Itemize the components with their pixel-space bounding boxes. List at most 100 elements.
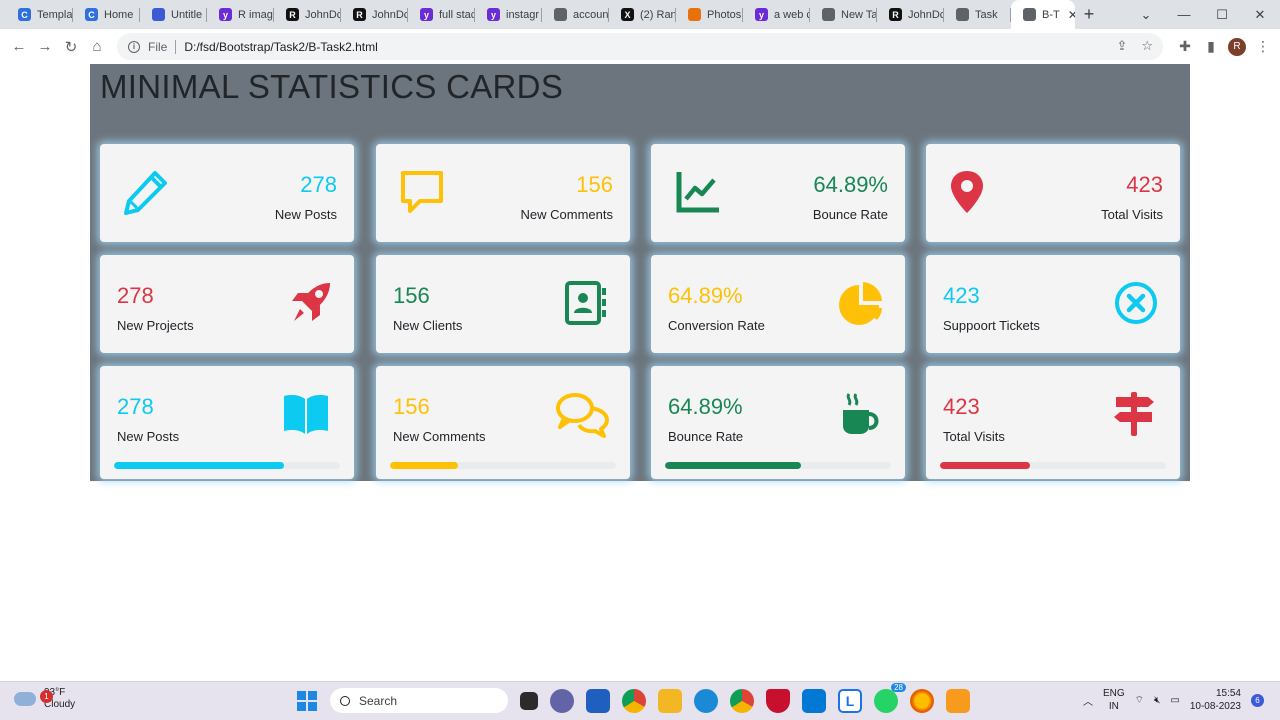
side-panel-icon[interactable]: ▮ <box>1207 38 1215 54</box>
maximize-button[interactable]: ☐ <box>1216 6 1228 22</box>
chevron-up-icon[interactable]: ︿ <box>1083 696 1093 708</box>
tab-item[interactable]: Task <box>944 0 1011 29</box>
stat-label: New Posts <box>274 207 337 222</box>
pencil-icon <box>124 171 167 215</box>
progress-fill <box>940 462 1031 469</box>
volume-muted-icon[interactable]: 🔇︎ <box>1154 694 1161 706</box>
windows-start-icon[interactable] <box>296 690 318 712</box>
stat-value: 278 <box>300 172 337 197</box>
firefox-icon[interactable] <box>910 688 934 713</box>
chrome-profile-icon[interactable] <box>730 688 754 713</box>
close-icon[interactable]: ✕ <box>1067 7 1075 22</box>
share-icon[interactable]: ⇪ <box>1116 38 1128 53</box>
edge-icon[interactable] <box>694 688 718 713</box>
clock-time: 15:54 <box>1215 688 1241 699</box>
stat-card-total-visits-progress: 423 Total Visits <box>926 366 1180 479</box>
clock[interactable]: 15:54 10-08-2023 <box>1190 687 1241 713</box>
tab-separator <box>541 8 542 22</box>
stat-card-new-posts: 278 New Posts <box>100 144 354 242</box>
stat-label: New Posts <box>117 429 180 444</box>
tab-label: B-T <box>1042 8 1060 21</box>
new-tab-button[interactable]: + <box>1083 4 1095 24</box>
back-icon[interactable]: ← <box>11 38 27 55</box>
tab-favicon-icon <box>822 8 835 21</box>
stat-value: 64.89% <box>813 172 888 197</box>
tab-item[interactable]: y full stac <box>408 0 475 29</box>
tab-item[interactable]: New Ta <box>810 0 877 29</box>
tab-item[interactable]: C Templa <box>6 0 73 29</box>
progress-bar <box>940 462 1166 469</box>
notification-badge[interactable]: 6 <box>1251 693 1264 707</box>
minimize-button[interactable]: — <box>1177 7 1191 22</box>
address-bar[interactable]: i File D:/fsd/Bootstrap/Task2/B-Task2.ht… <box>117 33 1163 60</box>
tab-item[interactable]: R JohnDc <box>341 0 408 29</box>
stat-value: 156 <box>576 172 613 197</box>
tab-separator <box>206 8 207 22</box>
taskbar-apps: Search L 28 <box>296 682 970 713</box>
tab-favicon-icon <box>956 8 969 21</box>
tab-item[interactable]: X (2) Ran <box>609 0 676 29</box>
system-tray: ︿ ENG IN ⌔ 🔇︎ ▭ 15:54 10-08-2023 6 <box>1083 687 1264 713</box>
weather-widget[interactable]: 1 93°F Cloudy <box>14 687 75 711</box>
info-icon[interactable]: i <box>128 40 140 53</box>
home-icon[interactable]: ⌂ <box>92 38 102 55</box>
taskbar-search[interactable]: Search <box>330 688 508 713</box>
tab-item[interactable]: R JohnDc <box>274 0 341 29</box>
reload-icon[interactable]: ↻ <box>64 38 78 56</box>
tab-item[interactable]: y instagr <box>475 0 542 29</box>
tab-item[interactable]: Photos <box>676 0 743 29</box>
stat-card-support-tickets: 423 Suppoort Tickets <box>926 255 1180 353</box>
clock-date: 10-08-2023 <box>1189 701 1241 712</box>
tab-item[interactable]: y a web c <box>743 0 810 29</box>
chrome-icon[interactable] <box>622 688 646 713</box>
store-icon[interactable] <box>586 688 610 713</box>
tab-label: JohnDc <box>372 8 408 21</box>
menu-icon[interactable]: ⋮ <box>1256 38 1270 54</box>
tab-favicon-icon: y <box>420 8 433 21</box>
stat-card-total-visits: 423 Total Visits <box>926 144 1180 242</box>
task-view-icon[interactable] <box>520 691 538 710</box>
tab-favicon-icon <box>688 8 701 21</box>
battery-icon[interactable]: ▭ <box>1170 694 1180 706</box>
tab-separator <box>809 8 810 22</box>
tab-active[interactable]: B-T ✕ <box>1011 0 1075 29</box>
close-window-button[interactable]: ✕ <box>1254 6 1266 22</box>
profile-wrap: R <box>1224 37 1250 56</box>
stat-value: 156 <box>393 394 430 419</box>
file-explorer-icon[interactable] <box>658 688 682 713</box>
wifi-icon[interactable]: ⌔ <box>1134 694 1145 706</box>
tab-item[interactable]: y R imag <box>207 0 274 29</box>
bookmark-star-icon[interactable]: ☆ <box>1141 38 1153 53</box>
forward-icon[interactable]: → <box>37 38 53 55</box>
tab-favicon-icon: R <box>286 8 299 21</box>
mcafee-icon[interactable] <box>766 688 790 713</box>
whatsapp-icon[interactable]: 28 <box>874 682 906 713</box>
avatar[interactable]: R <box>1228 37 1246 56</box>
language-indicator[interactable]: ENG IN <box>1103 687 1125 713</box>
tab-item[interactable]: Untitle <box>140 0 207 29</box>
extensions-icon[interactable]: ✚ <box>1179 38 1191 54</box>
tab-item[interactable]: R JohnDc <box>877 0 944 29</box>
contact-book-icon <box>565 281 606 325</box>
tab-separator <box>139 8 140 22</box>
tab-separator <box>273 8 274 22</box>
tab-search-icon[interactable]: ⌄ <box>1140 6 1152 22</box>
tab-label: Photos <box>707 8 742 21</box>
stat-value: 423 <box>943 394 980 419</box>
stat-label: New Comments <box>520 207 613 222</box>
stat-label: Conversion Rate <box>668 318 765 333</box>
url-text[interactable]: D:/fsd/Bootstrap/Task2/B-Task2.html <box>184 39 378 54</box>
teams-chat-icon[interactable] <box>550 688 574 713</box>
stat-card-bounce-rate: 64.89% Bounce Rate <box>651 144 905 242</box>
tab-separator <box>876 8 877 22</box>
whatsapp-badge: 28 <box>891 682 906 692</box>
tab-item[interactable]: accoun <box>542 0 609 29</box>
region-code: IN <box>1108 701 1119 712</box>
tab-item[interactable]: C Home <box>73 0 140 29</box>
l-app-icon[interactable]: L <box>838 688 862 713</box>
toolbar-actions: ✚ ▮ R ⋮ <box>1172 29 1280 64</box>
sublime-text-icon[interactable] <box>946 688 970 713</box>
outlook-icon[interactable] <box>802 688 826 713</box>
stat-value: 423 <box>943 283 980 308</box>
tab-favicon-icon: y <box>755 8 768 21</box>
